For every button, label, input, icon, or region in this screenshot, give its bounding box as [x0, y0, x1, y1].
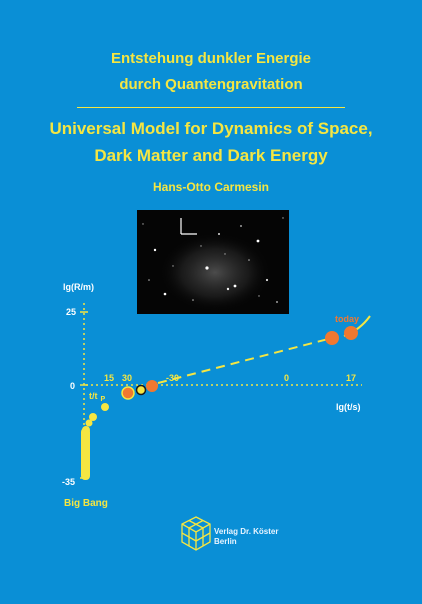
x-tick-30: 30 — [122, 373, 132, 383]
publisher-logo: Verlag Dr. Köster Berlin — [180, 515, 290, 555]
transition-point — [135, 384, 147, 396]
expansion-trend-line — [157, 337, 333, 384]
x-tick-neg30: -30 — [166, 373, 179, 383]
expansion-start-point — [146, 380, 158, 392]
recent-point — [325, 331, 339, 345]
today-point — [344, 326, 358, 340]
planck-time-label: t/t P — [89, 391, 106, 403]
author-name: Hans-Otto Carmesin — [152, 180, 270, 194]
y-tick-zero: 0 — [70, 381, 75, 391]
x-tick-17: 17 — [346, 373, 356, 383]
today-label: today — [335, 314, 359, 324]
title-english-line1: Universal Model for Dynamics of Space, — [49, 119, 373, 138]
galaxy-photo — [137, 210, 289, 314]
publisher-line2: Berlin — [214, 537, 237, 546]
expansion-diagram: lg(R/m) 25 0 -35 15 30 -30 0 17 lg(t/s) … — [62, 282, 371, 509]
publisher-line1: Verlag Dr. Köster — [214, 527, 279, 536]
big-bang-label: Big Bang — [64, 498, 108, 509]
star-field — [137, 210, 289, 314]
title-german-line1: Entstehung dunkler Energie — [110, 50, 312, 67]
y-axis-label: lg(R/m) — [63, 282, 94, 292]
title-english-line2: Dark Matter and Dark Energy — [94, 146, 328, 165]
title-divider — [77, 107, 345, 108]
publisher-cube-icon — [181, 516, 211, 551]
title-german-line2: durch Quantengravitation — [119, 76, 303, 93]
publisher-name: Verlag Dr. Köster Berlin — [214, 527, 278, 547]
inflation-end-point — [121, 386, 135, 400]
x-tick-0: 0 — [284, 373, 289, 383]
x-axis-label: lg(t/s) — [336, 402, 361, 412]
y-tick-bottom: -35 — [62, 477, 75, 487]
early-growth-curve — [81, 403, 109, 480]
y-tick-top: 25 — [66, 307, 76, 317]
x-tick-15: 15 — [104, 373, 114, 383]
